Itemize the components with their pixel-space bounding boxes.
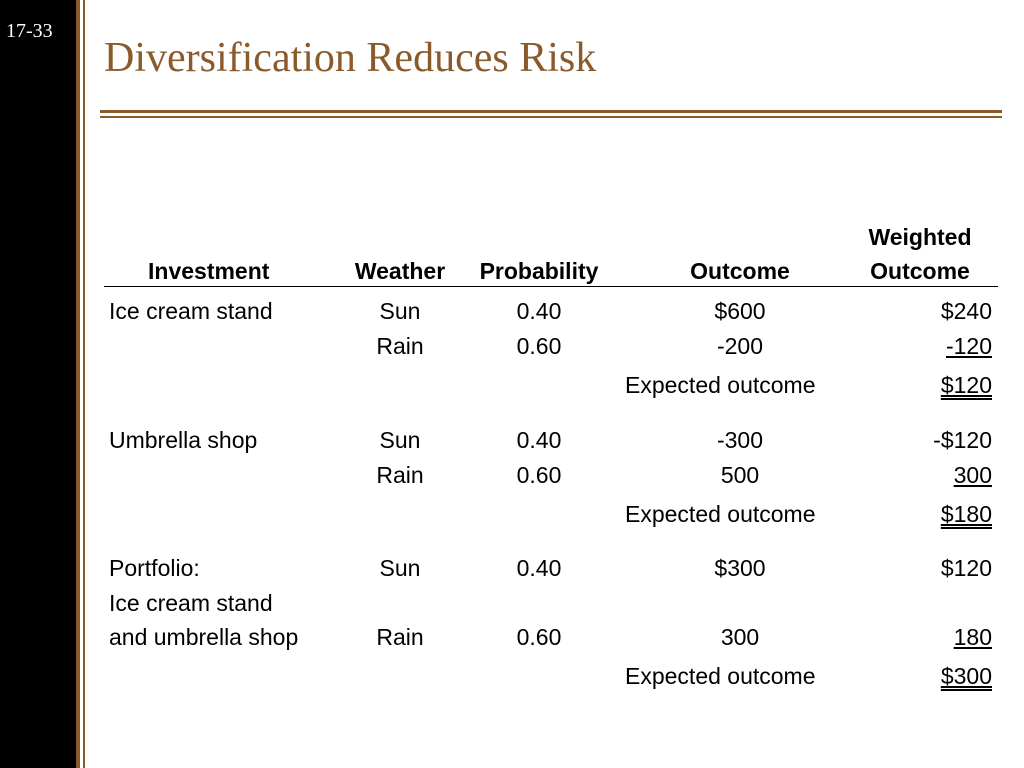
title-rule-thin [100, 116, 1002, 118]
weather-cell: Rain [376, 333, 424, 359]
outcome-cell: 500 [720, 462, 760, 488]
expected-outcome-value: $300 [940, 663, 992, 689]
probability-cell: 0.40 [516, 555, 562, 581]
probability-cell: 0.60 [516, 333, 562, 359]
investment-name-line3: and umbrella shop [109, 624, 299, 650]
vertical-accent-line-thin [83, 0, 85, 768]
weighted-cell: -120 [945, 333, 992, 359]
expected-outcome-label: Expected outcome [625, 663, 816, 689]
header-outcome: Outcome [690, 258, 790, 284]
weighted-cell: -$120 [933, 427, 992, 453]
probability-cell: 0.60 [516, 624, 562, 650]
probability-cell: 0.40 [516, 427, 562, 453]
header-investment: Investment [148, 258, 270, 284]
investment-name: Ice cream stand [109, 298, 273, 324]
weighted-cell: $240 [940, 298, 992, 324]
vertical-accent-line [76, 0, 80, 768]
header-weighted-line1: Weighted [868, 224, 972, 250]
expected-outcome-label: Expected outcome [625, 501, 816, 527]
weather-cell: Sun [379, 555, 421, 581]
left-sidebar-bar [0, 0, 76, 768]
outcome-cell: $600 [714, 298, 766, 324]
weather-cell: Sun [379, 298, 421, 324]
expected-outcome-value: $180 [940, 501, 992, 527]
probability-cell: 0.40 [516, 298, 562, 324]
outcome-cell: -200 [716, 333, 764, 359]
investment-name: Umbrella shop [109, 427, 258, 453]
weather-cell: Rain [376, 624, 424, 650]
investment-name-line2: Ice cream stand [109, 590, 273, 616]
header-rule [104, 286, 998, 287]
expected-outcome-label: Expected outcome [625, 372, 816, 398]
header-weighted-line2: Outcome [870, 258, 970, 284]
probability-cell: 0.60 [516, 462, 562, 488]
outcome-cell: -300 [716, 427, 764, 453]
investment-name: Portfolio: [109, 555, 200, 581]
weighted-cell: 300 [953, 462, 992, 488]
slide-title: Diversification Reduces Risk [104, 35, 597, 81]
header-probability: Probability [479, 258, 599, 284]
outcome-cell: 300 [720, 624, 760, 650]
expected-outcome-value: $120 [940, 372, 992, 398]
header-weather: Weather [354, 258, 446, 284]
title-rule [100, 110, 1002, 113]
outcome-cell: $300 [714, 555, 766, 581]
slide-number: 17-33 [6, 20, 53, 42]
weighted-cell: 180 [953, 624, 992, 650]
weighted-cell: $120 [940, 555, 992, 581]
weather-cell: Sun [379, 427, 421, 453]
weather-cell: Rain [376, 462, 424, 488]
